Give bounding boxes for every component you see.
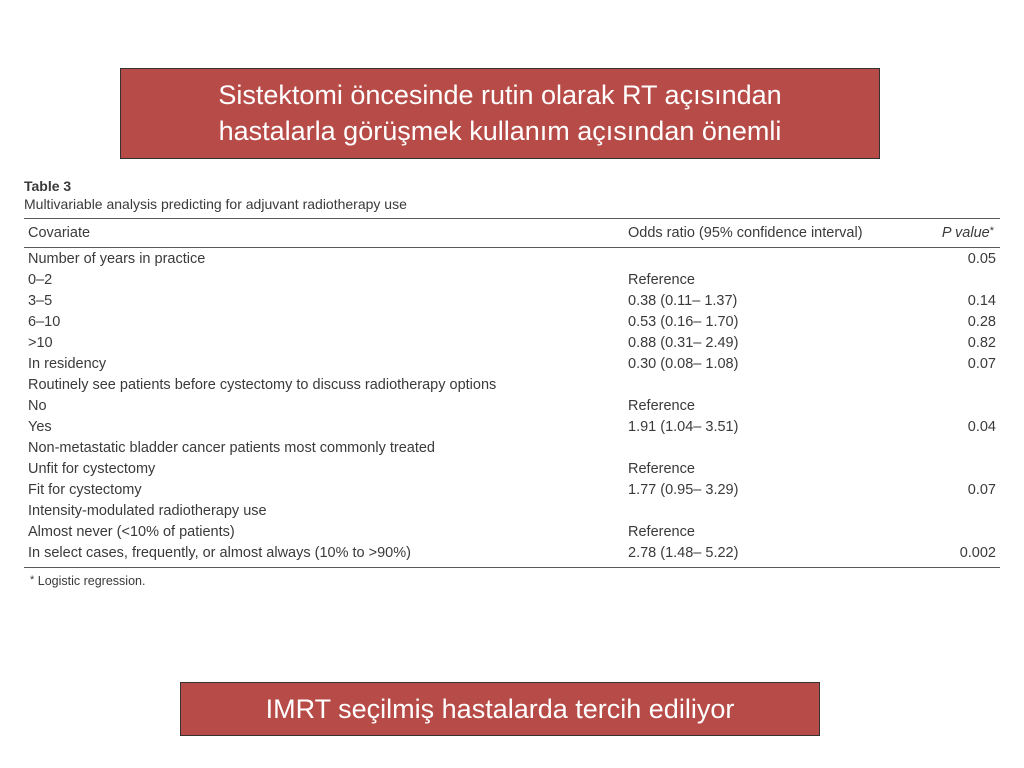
table-row: 6–100.53 (0.16– 1.70)0.28 — [24, 311, 1000, 332]
cell-covariate: In select cases, frequently, or almost a… — [24, 542, 624, 567]
cell-covariate: Number of years in practice — [24, 248, 624, 270]
table-row: In residency0.30 (0.08– 1.08)0.07 — [24, 353, 1000, 374]
cell-odds-ratio — [624, 248, 904, 270]
cell-covariate: Non-metastatic bladder cancer patients m… — [24, 437, 624, 458]
cell-p-value: 0.28 — [904, 311, 1000, 332]
cell-odds-ratio: 2.78 (1.48– 5.22) — [624, 542, 904, 567]
cell-odds-ratio: Reference — [624, 269, 904, 290]
cell-p-value: 0.14 — [904, 290, 1000, 311]
table-row: In select cases, frequently, or almost a… — [24, 542, 1000, 567]
cell-covariate: Unfit for cystectomy — [24, 458, 624, 479]
table-header-row: Covariate Odds ratio (95% confidence int… — [24, 219, 1000, 248]
data-table: Covariate Odds ratio (95% confidence int… — [24, 218, 1000, 568]
table-footnote: * Logistic regression. — [24, 574, 1000, 588]
table-row: >100.88 (0.31– 2.49)0.82 — [24, 332, 1000, 353]
cell-p-value — [904, 521, 1000, 542]
cell-odds-ratio — [624, 374, 904, 395]
cell-p-value: 0.07 — [904, 353, 1000, 374]
table-row: Fit for cystectomy1.77 (0.95– 3.29)0.07 — [24, 479, 1000, 500]
table-row: Yes1.91 (1.04– 3.51)0.04 — [24, 416, 1000, 437]
cell-covariate: Yes — [24, 416, 624, 437]
cell-covariate: >10 — [24, 332, 624, 353]
cell-p-value: 0.07 — [904, 479, 1000, 500]
footnote-text: Logistic regression. — [34, 574, 145, 588]
cell-odds-ratio: Reference — [624, 458, 904, 479]
table-caption: Multivariable analysis predicting for ad… — [24, 196, 1000, 212]
cell-covariate: In residency — [24, 353, 624, 374]
col-p-value-prefix: P value — [942, 225, 990, 241]
table-row: Number of years in practice 0.05 — [24, 248, 1000, 270]
table-row: Unfit for cystectomyReference — [24, 458, 1000, 479]
table-row: 0–2Reference — [24, 269, 1000, 290]
cell-odds-ratio: 1.77 (0.95– 3.29) — [624, 479, 904, 500]
col-odds-ratio: Odds ratio (95% confidence interval) — [624, 219, 904, 248]
callout-bottom: IMRT seçilmiş hastalarda tercih ediliyor — [180, 682, 820, 736]
table-row: Non-metastatic bladder cancer patients m… — [24, 437, 1000, 458]
callout-bottom-text: IMRT seçilmiş hastalarda tercih ediliyor — [266, 694, 735, 724]
cell-p-value — [904, 437, 1000, 458]
cell-odds-ratio: 0.88 (0.31– 2.49) — [624, 332, 904, 353]
callout-top: Sistektomi öncesinde rutin olarak RT açı… — [120, 68, 880, 159]
cell-p-value — [904, 269, 1000, 290]
cell-odds-ratio: 0.38 (0.11– 1.37) — [624, 290, 904, 311]
cell-odds-ratio — [624, 437, 904, 458]
table-body: Number of years in practice0.050–2Refere… — [24, 248, 1000, 568]
cell-covariate: No — [24, 395, 624, 416]
table-row: Intensity-modulated radiotherapy use — [24, 500, 1000, 521]
cell-covariate: Routinely see patients before cystectomy… — [24, 374, 624, 395]
table-row: NoReference — [24, 395, 1000, 416]
cell-p-value — [904, 458, 1000, 479]
cell-p-value: 0.05 — [904, 248, 1000, 270]
callout-top-line2: hastalarla görüşmek kullanım açısından ö… — [219, 116, 782, 146]
col-p-value-marker: * — [990, 225, 994, 237]
table-region: Table 3 Multivariable analysis predictin… — [24, 178, 1000, 588]
cell-covariate: 3–5 — [24, 290, 624, 311]
cell-p-value — [904, 500, 1000, 521]
cell-p-value — [904, 374, 1000, 395]
table-label: Table 3 — [24, 178, 1000, 194]
col-p-value: P value* — [904, 219, 1000, 248]
cell-odds-ratio: 1.91 (1.04– 3.51) — [624, 416, 904, 437]
col-covariate: Covariate — [24, 219, 624, 248]
cell-covariate: 0–2 — [24, 269, 624, 290]
cell-p-value: 0.002 — [904, 542, 1000, 567]
cell-covariate: Fit for cystectomy — [24, 479, 624, 500]
table-row: Routinely see patients before cystectomy… — [24, 374, 1000, 395]
cell-odds-ratio: 0.30 (0.08– 1.08) — [624, 353, 904, 374]
table-row: Almost never (<10% of patients)Reference — [24, 521, 1000, 542]
cell-covariate: Intensity-modulated radiotherapy use — [24, 500, 624, 521]
cell-odds-ratio: Reference — [624, 395, 904, 416]
cell-odds-ratio: 0.53 (0.16– 1.70) — [624, 311, 904, 332]
cell-covariate: Almost never (<10% of patients) — [24, 521, 624, 542]
cell-odds-ratio: Reference — [624, 521, 904, 542]
callout-top-line1: Sistektomi öncesinde rutin olarak RT açı… — [218, 80, 781, 110]
cell-p-value: 0.82 — [904, 332, 1000, 353]
cell-p-value: 0.04 — [904, 416, 1000, 437]
cell-p-value — [904, 395, 1000, 416]
cell-covariate: 6–10 — [24, 311, 624, 332]
cell-odds-ratio — [624, 500, 904, 521]
table-row: 3–50.38 (0.11– 1.37)0.14 — [24, 290, 1000, 311]
slide: Sistektomi öncesinde rutin olarak RT açı… — [0, 0, 1024, 768]
